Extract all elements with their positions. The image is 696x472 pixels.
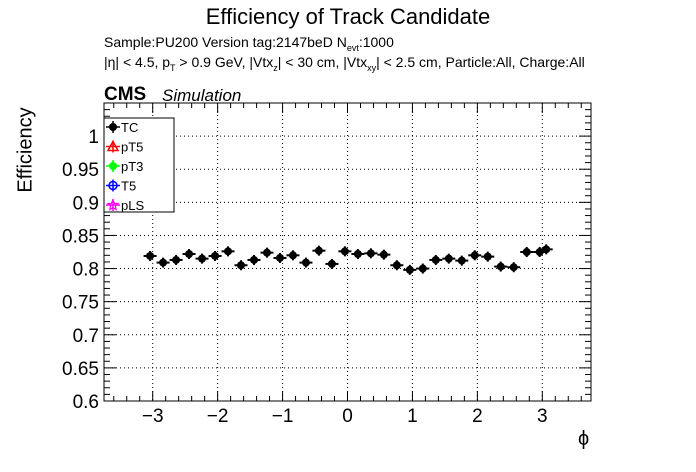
data-point xyxy=(542,245,551,254)
selection-cuts-line: |η| < 4.5, pT > 0.9 GeV, |Vtxz| < 30 cm,… xyxy=(104,54,585,73)
cuts-text-c: | < 30 cm, |Vtx xyxy=(277,54,368,70)
legend-label: T5 xyxy=(121,179,136,194)
data-point xyxy=(301,258,310,267)
cuts-text-a: |η| < 4.5, p xyxy=(104,54,171,70)
sample-info-text: Sample:PU200 Version tag:2147beD N xyxy=(104,34,347,50)
data-point xyxy=(185,249,194,258)
data-point xyxy=(275,253,284,262)
data-point xyxy=(457,256,466,265)
x-tick-label: −2 xyxy=(207,406,229,427)
x-tick-label: 0 xyxy=(342,406,353,427)
y-tick-label: 0.6 xyxy=(73,392,99,413)
cuts-text-d: | < 2.5 cm, Particle:All, Charge:All xyxy=(376,54,585,70)
y-tick-label: 0.95 xyxy=(62,160,99,181)
x-tick-label: 3 xyxy=(537,406,548,427)
cuts-text-b: > 0.9 GeV, |Vtx xyxy=(175,54,274,70)
data-point xyxy=(353,249,362,258)
y-tick-label: 0.75 xyxy=(62,293,99,314)
data-point xyxy=(496,262,505,271)
data-point xyxy=(327,259,336,268)
data-point xyxy=(379,250,388,259)
data-point xyxy=(237,261,246,270)
data-point xyxy=(444,254,453,263)
legend-label: TC xyxy=(121,120,138,135)
x-tick-label: 2 xyxy=(472,406,483,427)
y-tick-label: 0.65 xyxy=(62,359,99,380)
legend-marker xyxy=(106,198,120,211)
sample-info-line: Sample:PU200 Version tag:2147beD Nevt:10… xyxy=(104,34,394,53)
data-point xyxy=(249,255,258,264)
data-point xyxy=(509,263,518,272)
data-point xyxy=(146,251,155,260)
legend-marker xyxy=(106,139,120,152)
x-axis-label: ϕ xyxy=(578,428,590,450)
x-tick-label: −1 xyxy=(272,406,294,427)
data-point xyxy=(431,255,440,264)
x-tick-label: 1 xyxy=(407,406,418,427)
y-tick-label: 0.8 xyxy=(73,260,99,281)
data-point xyxy=(159,258,168,267)
data-point xyxy=(314,246,323,255)
y-tick-label: 0.7 xyxy=(73,326,99,347)
y-tick-label: 0.9 xyxy=(73,193,99,214)
legend-marker xyxy=(108,180,118,191)
cuts-sub-xy: xy xyxy=(367,62,377,73)
cuts-sub-t: T xyxy=(170,62,176,73)
data-point xyxy=(392,261,401,270)
data-point xyxy=(198,254,207,263)
legend-label: pT3 xyxy=(121,159,143,174)
cuts-sub-z: z xyxy=(273,62,278,73)
data-point xyxy=(288,251,297,260)
data-point xyxy=(405,265,414,274)
legend-label: pLS xyxy=(121,198,144,213)
simulation-label: Simulation xyxy=(162,86,242,105)
legend-label: pT5 xyxy=(121,140,143,155)
cms-label: CMS xyxy=(104,84,147,105)
chart-title: Efficiency of Track Candidate xyxy=(205,4,491,29)
x-tick-label: −3 xyxy=(142,406,164,427)
legend-marker xyxy=(109,123,117,131)
data-point xyxy=(211,251,220,260)
legend-marker xyxy=(109,162,117,170)
data-point xyxy=(172,255,181,264)
data-point xyxy=(262,248,271,257)
y-tick-label: 1 xyxy=(88,127,99,148)
y-tick-label: 0.85 xyxy=(62,226,99,247)
data-point xyxy=(483,252,492,261)
data-point xyxy=(522,248,531,256)
data-point xyxy=(470,251,479,260)
sample-info-end: :1000 xyxy=(358,34,394,50)
data-point xyxy=(366,249,375,258)
data-point xyxy=(418,264,427,273)
data-point xyxy=(340,247,349,256)
data-point xyxy=(224,247,233,256)
sample-info-sub: evt xyxy=(346,42,359,53)
